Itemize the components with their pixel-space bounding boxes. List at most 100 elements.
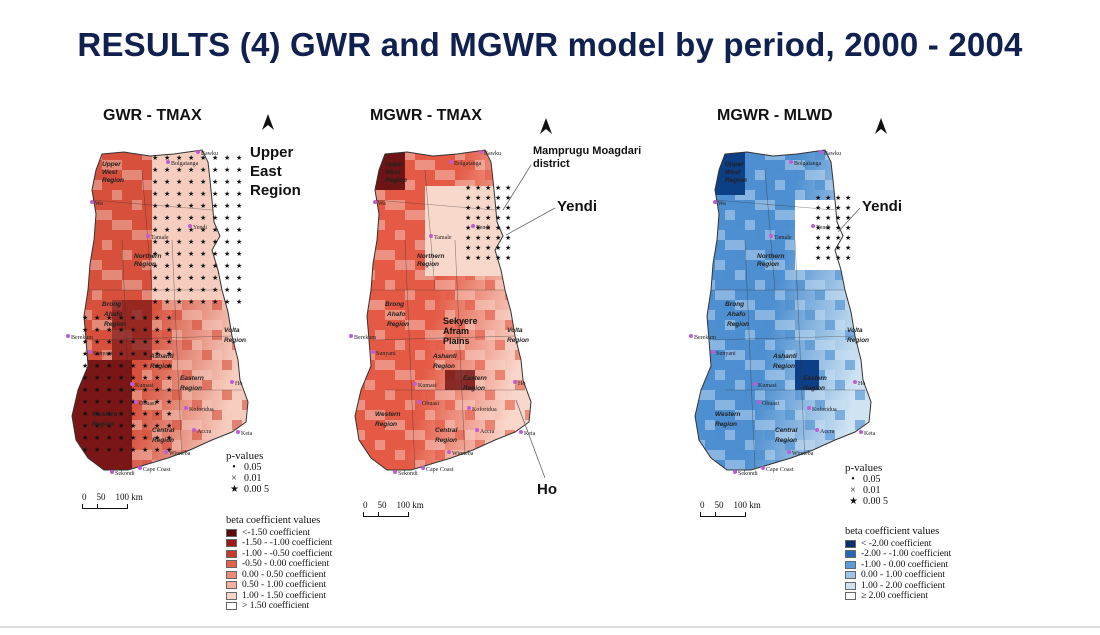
map-cell [82,320,92,330]
district-boundary [372,335,516,341]
significance-marker: ★ [106,338,112,346]
region-label: Region [134,261,156,268]
place-dot [192,428,196,432]
map-cell [495,370,505,380]
map-cell [725,400,735,410]
map-cell [425,380,435,390]
map-cell [715,230,725,240]
map-cell [715,450,725,460]
place-dot [413,382,417,386]
significance-marker: ★ [505,214,511,222]
significance-marker: ★ [118,398,124,406]
place-label: Kumasi [418,383,437,389]
significance-marker: ★ [94,314,100,322]
map-cell [162,360,172,370]
map-cell [102,270,112,280]
significance-marker: ★ [94,362,100,370]
place-label: Obuasi [139,401,156,407]
map-cell [425,330,435,340]
map-cell [232,420,242,430]
significance-marker: ★ [166,434,172,442]
map-cell [755,420,765,430]
region-label: Brong [385,301,404,308]
district-boundary [424,169,436,291]
significance-marker: ★ [224,166,230,174]
significance-marker: ★ [815,214,821,222]
region-label: Region [775,437,797,444]
significance-marker: ★ [82,362,88,370]
map-cell [395,450,405,460]
region-label: Western [375,411,401,418]
callout-ho: Ho [537,481,557,498]
significance-marker: ★ [224,214,230,222]
map-cell [835,410,845,420]
significance-marker: ★ [154,434,160,442]
significance-marker: ★ [152,214,158,222]
significance-marker: ★ [212,250,218,258]
significance-marker: ★ [154,350,160,358]
map-cell [435,330,445,340]
callout-upper-east-region: Upper East Region [250,144,301,199]
map-cell [785,430,795,440]
significance-marker: ★ [176,238,182,246]
significance-marker: ★ [475,204,481,212]
map-cell [755,230,765,240]
map-cell [222,390,232,400]
place-label: Koforidua [189,406,214,413]
panel-title-mgwr-tmax: MGWR - TMAX [370,107,482,124]
place-label: Obuasi [422,401,439,407]
district-boundary [89,335,233,341]
map-cell [475,330,485,340]
map-cell [785,330,795,340]
map-cell [112,170,122,180]
map-cell [515,370,525,380]
map-cell [415,430,425,440]
map-cell [365,300,375,310]
map-cell [415,270,425,280]
significance-marker: ★ [152,250,158,258]
significance-marker: ★ [176,154,182,162]
map-cell [102,300,112,310]
map-cell [375,220,385,230]
map-cell [355,410,365,420]
map-cell [495,280,505,290]
map-cell [435,450,445,460]
legend-label: -1.00 - -0.50 coefficient [242,548,333,559]
significance-marker: ★ [505,194,511,202]
significance-marker: ★ [154,422,160,430]
map-cell [385,450,395,460]
significance-marker: ★ [188,154,194,162]
significance-marker: ★ [166,398,172,406]
tmax-legend-item: 0.00 - 0.50 coefficient [226,570,332,581]
region-label: Region [847,337,869,344]
map-cell [825,350,835,360]
significance-marker: ★ [118,374,124,382]
map-cell [475,440,485,450]
place-label: Bawku [824,151,841,157]
significance-marker: ★ [130,314,136,322]
region-label: Upper [725,161,744,168]
region-label: Northern [417,253,444,260]
map-cell [405,460,415,470]
significance-marker: ★ [188,202,194,210]
significance-marker: ★ [142,338,148,346]
region-label: Region [387,321,409,328]
map-cell [425,410,435,420]
map-cell [725,320,735,330]
significance-marker: ★ [475,224,481,232]
significance-marker: ★ [106,422,112,430]
map-cell [415,220,425,230]
map-cell [755,170,765,180]
map-cell [715,290,725,300]
map-cell [455,180,465,190]
significance-marker: ★ [212,154,218,162]
map-cell [405,150,415,160]
map-cell [435,390,445,400]
map-cell [192,340,202,350]
district-boundary [794,239,806,461]
significance-marker: ★ [166,362,172,370]
legend-label: -1.50 - -1.00 coefficient [242,538,333,548]
map-cell [835,430,845,440]
region-label: Northern [134,253,161,260]
significance-marker: ★ [94,398,100,406]
